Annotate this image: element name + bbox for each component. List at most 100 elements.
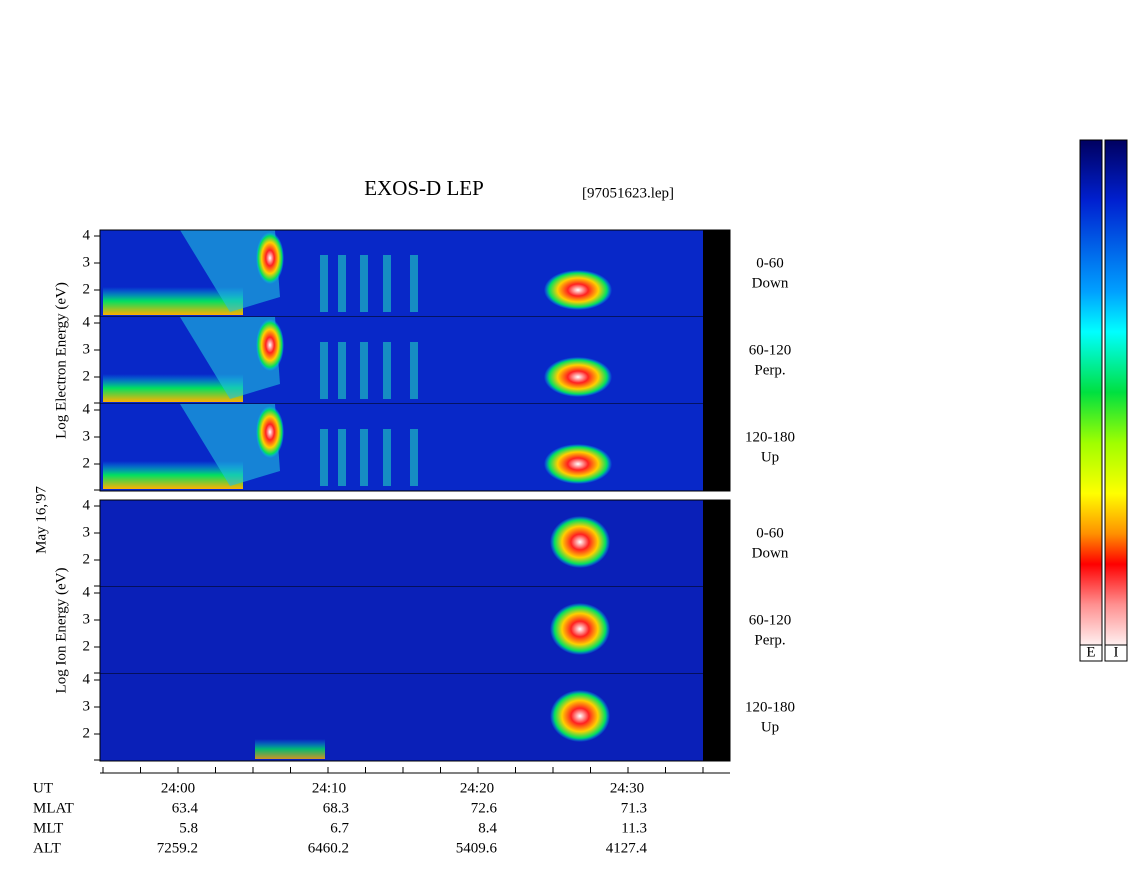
y-tick-label: 4 — [83, 401, 91, 417]
direction: Perp. — [754, 632, 785, 648]
burst — [338, 429, 346, 486]
x-tick-label: 24:30 — [610, 780, 644, 796]
pitch-angle: 60-120 — [749, 612, 792, 628]
row-value: 63.4 — [172, 800, 199, 816]
burst — [360, 429, 368, 486]
colorbar-label: I — [1114, 644, 1119, 660]
burst — [410, 342, 418, 399]
hot-spot — [550, 603, 610, 655]
row-name: UT — [33, 780, 53, 796]
burst — [320, 429, 328, 486]
spectrogram — [100, 587, 703, 674]
spectrogram — [100, 500, 703, 587]
burst — [360, 255, 368, 312]
hot-spot — [544, 270, 612, 310]
y-tick-label: 3 — [83, 428, 91, 444]
burst — [360, 342, 368, 399]
row-name: MLT — [33, 820, 63, 836]
spectrogram — [100, 674, 703, 761]
row-value: 71.3 — [621, 800, 647, 816]
colorbar — [1104, 139, 1128, 646]
no-data-strip — [703, 404, 730, 491]
y-tick-label: 2 — [83, 638, 91, 654]
y-tick-label: 2 — [83, 368, 91, 384]
y-tick-label: 4 — [83, 671, 91, 687]
no-data-strip — [703, 317, 730, 404]
hot-spot — [550, 516, 610, 568]
y-tick-label: 4 — [83, 584, 91, 600]
y-tick-label: 4 — [83, 497, 91, 513]
row-value: 6.7 — [330, 820, 349, 836]
y-tick-label: 4 — [83, 314, 91, 330]
row-value: 72.6 — [471, 800, 498, 816]
burst — [338, 342, 346, 399]
colorbar — [1079, 139, 1103, 646]
hot-spot — [256, 232, 284, 284]
direction: Down — [752, 545, 789, 561]
burst — [338, 255, 346, 312]
direction: Perp. — [754, 362, 785, 378]
colorbar-label-box — [1079, 644, 1103, 662]
colorbar-label-box — [1104, 644, 1128, 662]
group-frame — [99, 499, 731, 762]
burst — [410, 429, 418, 486]
row-name: MLAT — [33, 800, 74, 816]
no-data-strip — [703, 500, 730, 587]
direction: Down — [752, 275, 789, 291]
direction: Up — [761, 449, 779, 465]
hot-spot — [256, 319, 284, 371]
hot-spot — [550, 690, 610, 742]
wedge — [180, 317, 280, 399]
wedge — [180, 230, 280, 312]
row-value: 4127.4 — [606, 840, 648, 856]
title: EXOS-D LEP — [364, 176, 484, 200]
no-data-strip — [703, 230, 730, 317]
burst — [320, 342, 328, 399]
burst — [383, 255, 391, 312]
no-data-strip — [703, 587, 730, 674]
low-energy-band — [255, 739, 325, 759]
y-tick-label: 3 — [83, 524, 91, 540]
pitch-angle: 120-180 — [745, 429, 795, 445]
y-tick-label: 3 — [83, 341, 91, 357]
file-name: [97051623.lep] — [582, 185, 674, 201]
row-value: 11.3 — [621, 820, 647, 836]
row-value: 7259.2 — [157, 840, 198, 856]
axis-label: Log Electron Energy (eV) — [53, 282, 69, 439]
row-value: 68.3 — [323, 800, 349, 816]
burst — [383, 429, 391, 486]
row-name: ALT — [33, 840, 61, 856]
burst — [410, 255, 418, 312]
wedge — [180, 404, 280, 486]
no-data-strip — [703, 674, 730, 761]
row-value: 8.4 — [478, 820, 497, 836]
y-tick-label: 4 — [83, 227, 91, 243]
group-frame — [99, 229, 731, 492]
row-value: 5.8 — [179, 820, 198, 836]
hot-spot — [544, 444, 612, 484]
hot-spot — [256, 406, 284, 458]
pitch-angle: 120-180 — [745, 699, 795, 715]
y-tick-label: 3 — [83, 254, 91, 270]
row-value: 6460.2 — [308, 840, 349, 856]
pitch-angle: 60-120 — [749, 342, 792, 358]
direction: Up — [761, 719, 779, 735]
axis-label: Log Ion Energy (eV) — [53, 568, 69, 694]
date-label: May 16,'97 — [33, 486, 49, 554]
hot-spot — [544, 357, 612, 397]
x-tick-label: 24:00 — [161, 780, 195, 796]
y-tick-label: 2 — [83, 551, 91, 567]
y-tick-label: 2 — [83, 725, 91, 741]
burst — [320, 255, 328, 312]
y-tick-label: 2 — [83, 455, 91, 471]
y-tick-label: 3 — [83, 698, 91, 714]
x-tick-label: 24:20 — [460, 780, 494, 796]
pitch-angle: 0-60 — [756, 255, 784, 271]
row-value: 5409.6 — [456, 840, 498, 856]
y-tick-label: 3 — [83, 611, 91, 627]
burst — [383, 342, 391, 399]
x-tick-label: 24:10 — [312, 780, 346, 796]
y-tick-label: 2 — [83, 281, 91, 297]
colorbar-label: E — [1086, 644, 1095, 660]
